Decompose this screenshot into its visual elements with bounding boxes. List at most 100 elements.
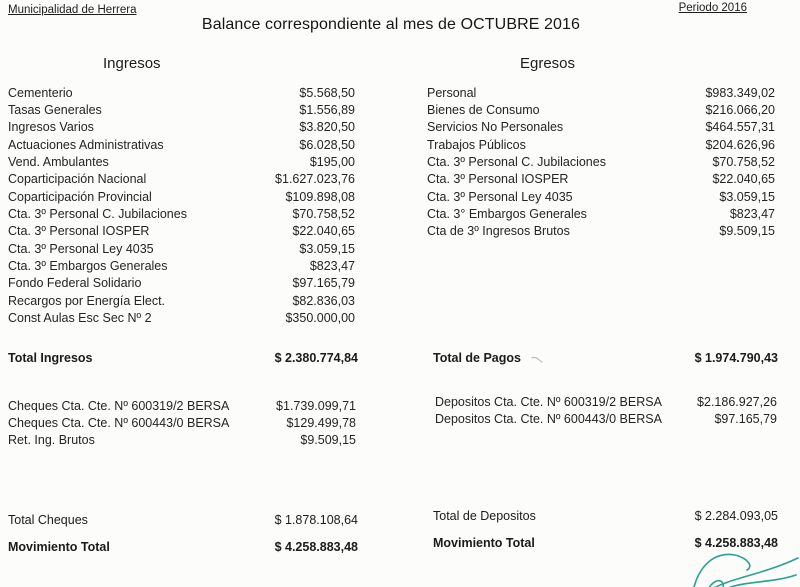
item-value: $195,00 bbox=[309, 155, 355, 170]
movimiento-total-left-row: Movimiento Total $ 4.258.883,48 bbox=[8, 540, 358, 554]
item-label: Cta. 3º Personal IOSPER bbox=[8, 224, 150, 239]
item-label: Cta. 3º Personal Ley 4035 bbox=[8, 241, 154, 256]
item-value: $2.186.927,26 bbox=[697, 394, 777, 409]
line-item: Ret. Ing. Brutos $9.509,15 bbox=[8, 432, 356, 449]
total-ingresos-value: $ 2.380.774,84 bbox=[274, 351, 358, 365]
item-label: Cheques Cta. Cte. Nº 600319/2 BERSA bbox=[8, 398, 230, 413]
line-item: Servicios No Personales $464.557,31 bbox=[427, 119, 775, 136]
movimiento-total-right-label: Movimiento Total bbox=[433, 536, 535, 550]
line-item: Ingresos Varios $3.820,50 bbox=[8, 119, 355, 136]
total-ingresos-label: Total Ingresos bbox=[8, 351, 93, 365]
line-item: Coparticipación Nacional $1.627.023,76 bbox=[8, 171, 355, 188]
item-value: $129.499,78 bbox=[286, 416, 356, 431]
item-value: $70.758,52 bbox=[292, 207, 355, 222]
line-item: Cta. 3° Embargos Generales $823,47 bbox=[427, 205, 775, 222]
item-label: Cta. 3º Embargos Generales bbox=[8, 259, 168, 274]
item-value: $823,47 bbox=[729, 207, 775, 222]
item-label: Cta. 3º Personal IOSPER bbox=[427, 172, 569, 187]
total-pagos-label: Total de Pagos bbox=[433, 351, 521, 365]
ingresos-section-heading: Ingresos bbox=[103, 55, 161, 72]
line-item: Cementerio $5.568,50 bbox=[8, 84, 355, 101]
line-item: Personal $983.349,02 bbox=[427, 84, 775, 101]
line-item: Fondo Federal Solidario $97.165,79 bbox=[8, 275, 355, 292]
item-value: $216.066,20 bbox=[705, 103, 775, 118]
item-label: Tasas Generales bbox=[8, 103, 102, 118]
document-title: Balance correspondiente al mes de OCTUBR… bbox=[201, 16, 581, 33]
line-item: Tasas Generales $1.556,89 bbox=[8, 101, 355, 118]
item-value: $3.059,15 bbox=[719, 189, 775, 204]
item-label: Personal bbox=[427, 85, 477, 100]
total-ingresos-row: Total Ingresos $ 2.380.774,84 bbox=[8, 351, 358, 365]
item-label: Cta. 3º Personal C. Jubilaciones bbox=[427, 155, 606, 170]
cheques-item-list: Cheques Cta. Cte. Nº 600319/2 BERSA $1.73… bbox=[8, 397, 356, 449]
item-label: Recargos por Energía Elect. bbox=[8, 293, 166, 308]
item-label: Const Aulas Esc Sec Nº 2 bbox=[8, 311, 152, 326]
item-value: $3.820,50 bbox=[299, 120, 355, 135]
line-item: Cta de 3º Ingresos Brutos $9.509,15 bbox=[427, 223, 775, 240]
line-item: Cta. 3º Personal IOSPER $22.040,65 bbox=[8, 223, 355, 240]
egresos-section-heading: Egresos bbox=[520, 55, 576, 72]
organization-name: Municipalidad de Herrera bbox=[8, 4, 137, 16]
item-value: $350.000,00 bbox=[285, 311, 355, 326]
item-value: $1.739.099,71 bbox=[276, 398, 356, 413]
item-label: Ingresos Varios bbox=[8, 120, 94, 135]
item-value: $22.040,65 bbox=[292, 224, 355, 239]
item-label: Fondo Federal Solidario bbox=[8, 276, 142, 291]
item-label: Cementerio bbox=[8, 85, 73, 100]
item-label: Cta. 3° Embargos Generales bbox=[427, 207, 587, 222]
line-item: Recargos por Energía Elect. $82.836,03 bbox=[8, 292, 355, 309]
line-item: Cta. 3º Personal Ley 4035 $3.059,15 bbox=[8, 240, 355, 257]
movimiento-total-left-value: $ 4.258.883,48 bbox=[274, 540, 358, 554]
line-item: Bienes de Consumo $216.066,20 bbox=[427, 101, 775, 118]
item-label: Ret. Ing. Brutos bbox=[8, 433, 95, 448]
egresos-item-list: Personal $983.349,02 Bienes de Consumo $216… bbox=[427, 84, 775, 240]
period-label: Periodo 2016 bbox=[678, 2, 747, 14]
item-label: Trabajos Públicos bbox=[427, 137, 526, 152]
line-item: Actuaciones Administrativas $6.028,50 bbox=[8, 136, 355, 153]
item-label: Cta. 3º Personal C. Jubilaciones bbox=[8, 207, 187, 222]
item-value: $1.627.023,76 bbox=[275, 172, 355, 187]
total-depositos-label: Total de Depositos bbox=[433, 509, 536, 523]
line-item: Cta. 3º Personal C. Jubilaciones $70.758,… bbox=[8, 205, 355, 222]
item-value: $204.626,96 bbox=[705, 137, 775, 152]
item-label: Cheques Cta. Cte. Nº 600443/0 BERSA bbox=[8, 416, 230, 431]
line-item: Cheques Cta. Cte. Nº 600443/0 BERSA $129.… bbox=[8, 414, 356, 431]
item-value: $823,47 bbox=[309, 259, 355, 274]
line-item: Trabajos Públicos $204.626,96 bbox=[427, 136, 775, 153]
item-value: $70.758,52 bbox=[712, 155, 775, 170]
item-label: Actuaciones Administrativas bbox=[8, 137, 164, 152]
total-depositos-value: $ 2.284.093,05 bbox=[694, 509, 778, 523]
item-label: Cta de 3º Ingresos Brutos bbox=[427, 224, 570, 239]
total-cheques-value: $ 1.878.108,64 bbox=[274, 513, 358, 527]
item-value: $9.509,15 bbox=[719, 224, 775, 239]
item-label: Servicios No Personales bbox=[427, 120, 564, 135]
item-value: $6.028,50 bbox=[299, 137, 355, 152]
depositos-item-list: Depositos Cta. Cte. Nº 600319/2 BERSA $2.… bbox=[435, 393, 777, 428]
item-label: Bienes de Consumo bbox=[427, 103, 540, 118]
line-item: Cta. 3º Personal C. Jubilaciones $70.758,… bbox=[427, 153, 775, 170]
line-item: Coparticipación Provincial $109.898,08 bbox=[8, 188, 355, 205]
item-value: $97.165,79 bbox=[714, 412, 777, 427]
item-label: Cta. 3º Personal Ley 4035 bbox=[427, 189, 573, 204]
line-item: Const Aulas Esc Sec Nº 2 $350.000,00 bbox=[8, 309, 355, 326]
item-value: $3.059,15 bbox=[299, 241, 355, 256]
total-pagos-value: $ 1.974.790,43 bbox=[694, 351, 778, 365]
signature-scribble bbox=[693, 553, 799, 587]
item-value: $464.557,31 bbox=[705, 120, 775, 135]
item-value: $9.509,15 bbox=[300, 433, 356, 448]
item-label: Coparticipación Nacional bbox=[8, 172, 147, 187]
total-cheques-label: Total Cheques bbox=[8, 513, 88, 527]
movimiento-total-right-value: $ 4.258.883,48 bbox=[694, 536, 778, 550]
line-item: Depositos Cta. Cte. Nº 600443/0 BERSA $97… bbox=[435, 410, 777, 427]
total-depositos-row: Total de Depositos $ 2.284.093,05 bbox=[433, 509, 778, 523]
item-value: $5.568,50 bbox=[299, 85, 355, 100]
item-label: Vend. Ambulantes bbox=[8, 155, 109, 170]
movimiento-total-right-row: Movimiento Total $ 4.258.883,48 bbox=[433, 536, 778, 550]
item-label: Depositos Cta. Cte. Nº 600443/0 BERSA bbox=[435, 412, 662, 427]
item-value: $1.556,89 bbox=[299, 103, 355, 118]
line-item: Vend. Ambulantes $195,00 bbox=[8, 153, 355, 170]
total-cheques-row: Total Cheques $ 1.878.108,64 bbox=[8, 513, 358, 527]
total-pagos-row: Total de Pagos $ 1.974.790,43 bbox=[433, 351, 778, 365]
item-value: $82.836,03 bbox=[292, 293, 355, 308]
